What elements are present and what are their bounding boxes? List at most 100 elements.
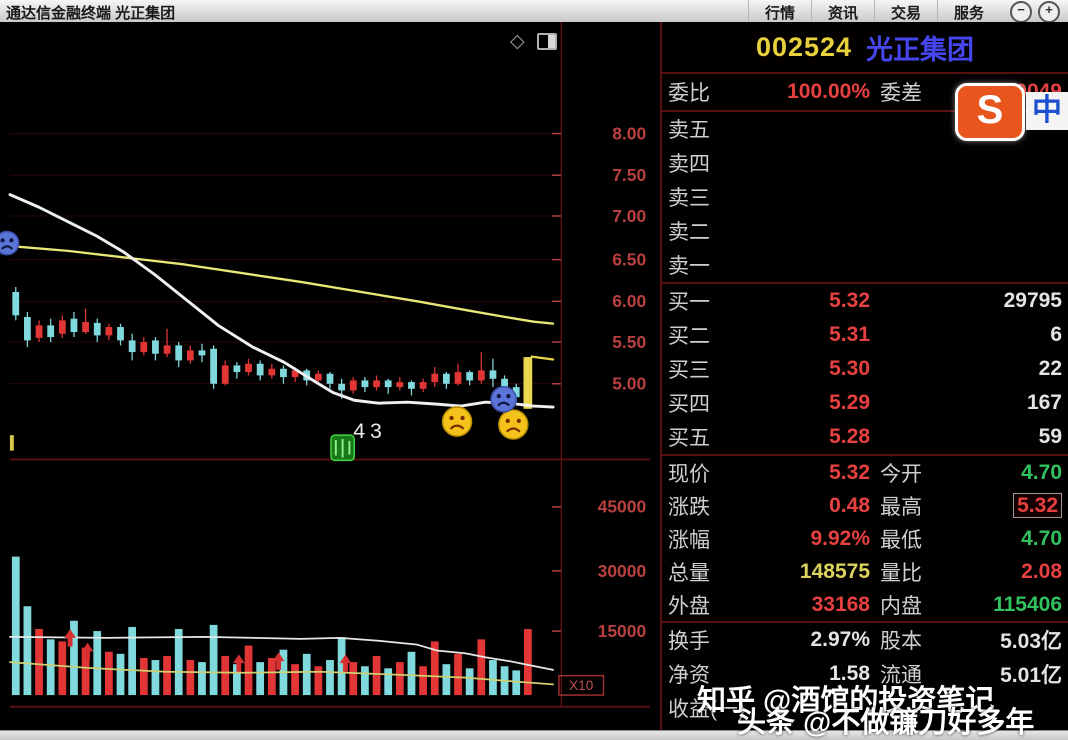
menu-item-service[interactable]: 服务 [936, 0, 1000, 23]
zhong-logo: 中 [1026, 92, 1068, 130]
buy-level-row[interactable]: 买五 5.28 59 [662, 420, 1068, 454]
stat-value: 115406 [993, 592, 1062, 616]
sell-level-row[interactable]: 卖一 [662, 248, 1068, 282]
sell-level-label: 卖二 [668, 221, 710, 244]
volume-unit-label: X10 [569, 678, 594, 693]
buy-levels: 买一 5.32 29795 买二 5.31 6 买三 5.30 22 买四 5.29 167 买五 5.2… [662, 284, 1068, 454]
separator [662, 621, 1068, 623]
sell-level-row[interactable]: 卖二 [662, 214, 1068, 248]
fund-value: 1.58 [829, 662, 870, 685]
stat-label: 现价 [668, 462, 710, 486]
fundamental-row: 换手 2.97% 股本 5.03亿 [662, 623, 1068, 657]
stat-value: 33168 [811, 592, 870, 616]
stat-row: 外盘 33168 内盘 115406 [662, 588, 1068, 621]
weicha-label: 委差 [880, 82, 922, 105]
volume-tick-label: 30000 [598, 561, 647, 581]
sell-level-label: 卖三 [668, 187, 710, 210]
maximize-button[interactable]: + [1038, 1, 1060, 23]
separator [662, 282, 1068, 284]
stock-code: 002524 [755, 31, 853, 62]
buy-level-volume: 6 [1050, 323, 1062, 346]
menu-item-trade[interactable]: 交易 [873, 0, 937, 23]
separator [662, 110, 1068, 112]
buy-level-price: 5.31 [829, 323, 870, 346]
stat-label: 今开 [880, 462, 922, 486]
fund-label: 换手 [668, 630, 710, 653]
stat-label: 涨跌 [668, 495, 710, 519]
fund-label: 净资 [668, 664, 710, 687]
stat-row: 现价 5.32 今开 4.70 [662, 456, 1068, 489]
stat-label: 内盘 [880, 594, 922, 618]
red-up-arrow-icon [272, 652, 285, 670]
buy-level-price: 5.29 [829, 391, 870, 414]
signal-value-label: 43 [353, 419, 386, 443]
separator [662, 72, 1068, 74]
price-tick-label: 6.00 [612, 291, 646, 311]
buy-level-volume: 167 [1026, 391, 1062, 414]
stat-value: 2.08 [1021, 559, 1062, 583]
fund-value: 5.01亿 [1000, 664, 1062, 687]
sell-level-row[interactable]: 卖三 [662, 180, 1068, 214]
sell-level-row[interactable]: 卖五 [662, 112, 1068, 146]
sell-level-label: 卖五 [668, 119, 710, 142]
sad-face-blue-icon [0, 230, 20, 256]
sell-level-row[interactable]: 卖四 [662, 146, 1068, 180]
stat-label: 总量 [668, 561, 710, 585]
stat-label: 最高 [880, 495, 922, 519]
weibi-label: 委比 [668, 82, 710, 105]
s-logo: S [955, 83, 1025, 141]
weibi-value: 100.00% [787, 80, 870, 103]
buy-level-price: 5.30 [829, 357, 870, 380]
buy-level-label: 买五 [668, 427, 710, 450]
buy-level-price: 5.28 [829, 425, 870, 448]
volume-tick-label: 45000 [598, 497, 647, 517]
buy-level-row[interactable]: 买一 5.32 29795 [662, 284, 1068, 318]
stock-name: 光正集团 [866, 34, 975, 65]
stat-value: 148575 [799, 559, 870, 583]
diamond-icon[interactable]: ◇ [510, 31, 525, 52]
titlebar: 通达信金融终端 光正集团 行情 资讯 交易 服务 − + [0, 0, 1068, 23]
chart-toolbar: ◇ [510, 30, 557, 53]
stat-label: 涨幅 [668, 528, 710, 552]
kline-chart-area[interactable]: 8.00 7.50 7.00 6.50 6.00 5.50 5.00 45000 30000 15… [0, 22, 660, 730]
price-tick-label: 6.50 [612, 249, 646, 269]
kline-chart[interactable]: 8.00 7.50 7.00 6.50 6.00 5.50 5.00 45000 30000 15… [0, 22, 660, 730]
buy-level-label: 买二 [668, 325, 710, 348]
buy-level-price: 5.32 [829, 289, 870, 312]
minimize-button[interactable]: − [1010, 1, 1032, 23]
stat-row: 总量 148575 量比 2.08 [662, 555, 1068, 588]
sell-levels: 卖五卖四卖三卖二卖一 [662, 112, 1068, 282]
stat-rows: 现价 5.32 今开 4.70 涨跌 0.48 最高 5.32 涨幅 9.92% 最低 4.70 总量 1… [662, 456, 1068, 621]
sad-face-yellow-icon [441, 406, 473, 437]
volume-tick-label: 15000 [598, 621, 647, 641]
stat-label: 外盘 [668, 594, 710, 618]
watermark-zhihu: 知乎 @酒馆的投资笔记 [697, 685, 995, 717]
quote-panel: 002524 光正集团 委比 100.00% 委差 30049 卖五卖四卖三卖二… [660, 22, 1068, 730]
menu-item-quotes[interactable]: 行情 [747, 0, 811, 23]
red-up-arrow-icon [339, 654, 352, 672]
price-tick-label: 7.00 [612, 206, 646, 226]
sad-face-yellow-icon [498, 409, 529, 440]
candles [12, 287, 533, 409]
red-up-arrow-icon [81, 642, 94, 661]
stat-value: 5.32 [829, 460, 870, 484]
sad-face-blue-icon [490, 385, 517, 413]
buy-level-volume: 59 [1038, 425, 1062, 448]
menu-item-news[interactable]: 资讯 [810, 0, 874, 23]
buy-level-row[interactable]: 买二 5.31 6 [662, 318, 1068, 352]
price-tick-label: 8.00 [612, 123, 646, 143]
buy-level-label: 买三 [668, 359, 710, 382]
price-tick-label: 7.50 [612, 165, 646, 185]
titlebar-menu: 行情 资讯 交易 服务 [747, 0, 1000, 23]
stat-value: 9.92% [810, 526, 870, 550]
buy-level-row[interactable]: 买三 5.30 22 [662, 352, 1068, 386]
buy-level-row[interactable]: 买四 5.29 167 [662, 386, 1068, 420]
sell-level-label: 卖一 [668, 255, 710, 278]
watermark-toutiao: 头条 @不做镰刀好多年 [737, 707, 1035, 739]
stat-value: 4.70 [1021, 460, 1062, 484]
sell-level-label: 卖四 [668, 153, 710, 176]
stat-row: 涨跌 0.48 最高 5.32 [662, 489, 1068, 522]
window-layout-icon[interactable] [536, 33, 557, 50]
highlight-box: 5.32 [1013, 492, 1062, 518]
